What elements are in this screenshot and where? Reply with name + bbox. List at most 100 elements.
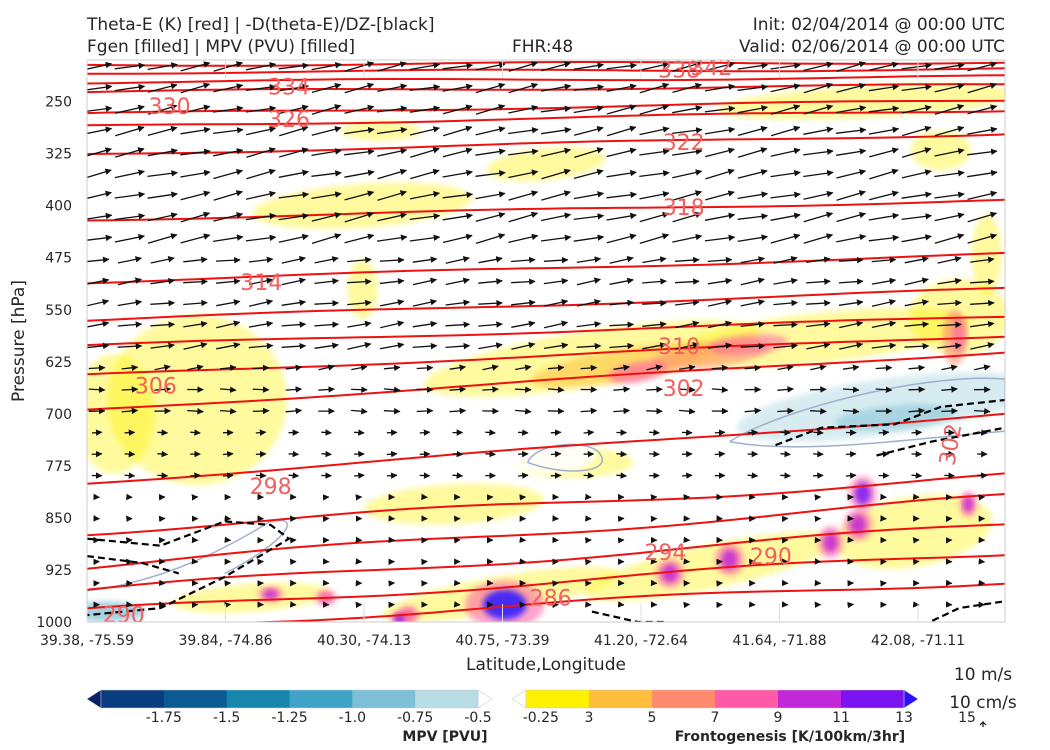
wind-arrow (114, 233, 145, 243)
wind-arrow (540, 126, 572, 135)
wind-arrow (675, 299, 700, 306)
x-tick-label: 41.64, -71.88 (732, 633, 826, 649)
wind-arrow (705, 147, 735, 158)
wind-arrow (642, 299, 667, 307)
wind-arrow (740, 277, 765, 286)
wind-arrow (737, 105, 768, 114)
wind-arrow (806, 299, 831, 307)
wind-arrow (871, 299, 897, 307)
wind-arrow (744, 407, 762, 415)
title-line-2: Fgen [filled] | MPV (PVU) [filled] (87, 37, 356, 57)
wind-arrow (770, 212, 801, 221)
wind-arrow (344, 104, 375, 114)
wind-arrow (875, 364, 893, 372)
wind-arrow (482, 386, 499, 393)
x-tick-label: 42.08, -71.11 (871, 633, 965, 649)
wind-arrow (409, 213, 441, 221)
wind-arrow (278, 62, 310, 70)
wind-arrow (180, 190, 211, 201)
wind-arrow (707, 277, 733, 285)
fgen-fill (823, 532, 838, 553)
wind-arrow (452, 450, 464, 458)
wind-arrow (322, 579, 330, 587)
wind-arrow (714, 450, 726, 458)
wind-arrow (180, 233, 211, 244)
wind-arrow (908, 364, 926, 372)
wind-arrow (967, 148, 998, 156)
wind-arrow (583, 429, 595, 436)
wind-arrow (737, 169, 768, 179)
wind-arrow (836, 190, 866, 201)
wind-arrow (869, 147, 899, 158)
wind-arrow (445, 256, 470, 264)
wind-arrow (609, 255, 634, 264)
wind-arrow (311, 170, 342, 177)
wind-arrow (344, 190, 375, 201)
fgen-fill (834, 494, 993, 569)
wind-arrow (409, 62, 441, 71)
wind-arrow (944, 450, 955, 458)
wind-arrow (311, 62, 342, 71)
colorbar-segment (101, 690, 165, 708)
wind-arrow (121, 364, 139, 372)
wind-arrow (770, 83, 801, 93)
wind-arrow (150, 342, 175, 349)
wind-arrow (838, 278, 864, 285)
y-tick-label: 400 (45, 199, 72, 215)
wind-arrow (901, 234, 932, 243)
wind-arrow (540, 212, 572, 222)
wind-arrow (770, 62, 801, 70)
wind-arrow (541, 61, 571, 72)
wind-arrow (868, 212, 900, 221)
wind-arrow (574, 147, 604, 159)
wind-arrow (871, 256, 897, 264)
stability-contour (876, 426, 1005, 457)
theta-e-label: 302 (935, 422, 967, 468)
wind-arrow (183, 342, 208, 350)
wind-arrow (835, 127, 867, 134)
wind-arrow (839, 342, 864, 350)
wind-key-arrow-icon (979, 721, 987, 727)
wind-arrow (278, 191, 310, 199)
y-tick-label: 775 (45, 459, 72, 475)
wind-arrow (716, 580, 723, 587)
fgen-fill (482, 589, 527, 620)
wind-arrow (442, 147, 473, 158)
wind-arrow (639, 126, 670, 136)
wind-arrow (642, 278, 667, 285)
wind-arrow (213, 61, 244, 72)
wind-arrow (773, 299, 798, 307)
wind-arrow (617, 601, 625, 608)
theta-e-isoline (87, 493, 1005, 570)
wind-arrow (974, 407, 991, 415)
wind-arrow (311, 233, 342, 245)
wind-arrow (573, 126, 604, 136)
wind-arrow (180, 148, 211, 156)
y-tick-label: 925 (45, 563, 72, 579)
wind-arrow (773, 277, 798, 285)
colorbar-segment (841, 690, 905, 708)
wind-arrow (845, 450, 857, 458)
wind-arrow (508, 104, 539, 114)
wind-arrow (245, 126, 277, 136)
wind-arrow (576, 256, 602, 264)
wind-arrow (934, 191, 965, 199)
wind-arrow (576, 277, 601, 286)
wind-arrow (191, 558, 199, 565)
wind-arrow (114, 83, 146, 92)
colorbar-segment (511, 689, 527, 709)
wind-arrow (147, 191, 178, 199)
wind-arrow (970, 278, 995, 285)
wind-arrow (639, 104, 670, 115)
wind-arrow (475, 126, 506, 136)
colorbar-segment (778, 690, 842, 708)
wind-arrow (91, 450, 103, 458)
colorbar-segment (715, 690, 779, 708)
wind-arrow (573, 84, 605, 91)
wind-arrow (705, 190, 735, 201)
theta-e-label: 294 (644, 541, 686, 566)
wind-arrow (937, 255, 962, 264)
colorbar-tick-label: -1.25 (271, 710, 307, 726)
wind-arrow (409, 126, 440, 136)
